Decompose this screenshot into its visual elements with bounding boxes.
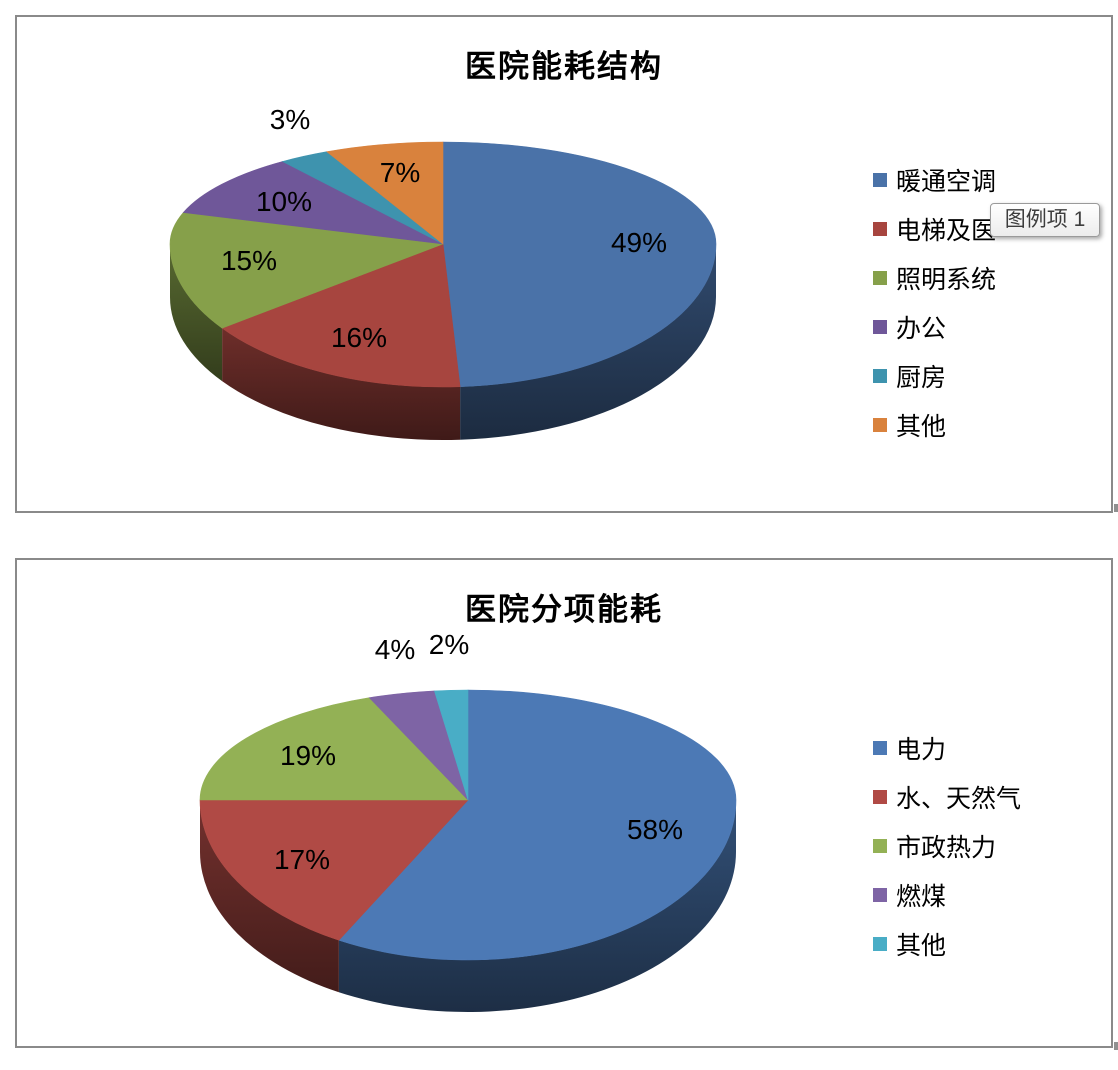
pie-data-label: 17%	[274, 844, 330, 875]
legend-item[interactable]: 燃煤	[873, 870, 1105, 919]
legend: 电力水、天然气市政热力燃煤其他	[873, 723, 1105, 968]
pie-chart-energy-structure: 49% 16% 15% 10% 3% 7%	[169, 104, 717, 440]
legend-label: 照明系统	[896, 266, 997, 294]
pie-data-label: 10%	[256, 186, 312, 217]
legend-label: 市政热力	[896, 834, 997, 862]
legend-swatch-icon	[873, 789, 887, 804]
legend-label: 暖通空调	[896, 168, 997, 196]
legend-item[interactable]: 其他	[873, 400, 1105, 449]
pie-data-label: 4%	[375, 634, 415, 665]
legend-item[interactable]: 厨房	[873, 351, 1105, 400]
pie-slice-side	[169, 244, 223, 382]
pie-data-label: 49%	[611, 227, 667, 258]
legend-tooltip: 图例项 1	[990, 203, 1100, 237]
pie-data-label: 7%	[380, 157, 420, 188]
legend-label: 电梯及医	[896, 217, 997, 245]
chart-title: 医院分项能耗	[465, 592, 663, 627]
legend-item[interactable]: 照明系统	[873, 253, 1105, 302]
pie-slice-side	[338, 800, 736, 1012]
pie-slice[interactable]	[434, 689, 469, 801]
legend-item[interactable]: 水、天然气	[873, 772, 1105, 821]
legend-swatch-icon	[873, 887, 887, 902]
legend-swatch-icon	[873, 936, 887, 951]
pie-slice[interactable]	[326, 141, 444, 245]
pie-data-label: 2%	[429, 629, 469, 660]
legend-label: 燃煤	[896, 883, 947, 911]
pie-slice[interactable]	[199, 799, 469, 941]
legend-swatch-icon	[873, 838, 887, 853]
pie-slice-side	[200, 800, 339, 993]
legend-item[interactable]: 电梯及医	[873, 204, 1105, 253]
legend-swatch-icon	[873, 319, 887, 334]
legend-label: 水、天然气	[896, 785, 1022, 813]
legend-label: 厨房	[896, 364, 947, 392]
chart-title: 医院能耗结构	[465, 49, 663, 84]
pie-data-label: 15%	[221, 245, 277, 276]
pie-slice-side	[460, 244, 716, 440]
edge-artifact	[1114, 504, 1118, 512]
chart-box-energy-structure: 医院能耗结构 49% 16% 15% 10% 3% 7% 暖通空调电梯及医照明系统办公厨房…	[15, 15, 1113, 513]
legend-item[interactable]: 市政热力	[873, 821, 1105, 870]
chart-box-energy-breakdown: 医院分项能耗 58% 17% 19% 4% 2% 电力水、天然气市政热力燃煤其他	[15, 558, 1113, 1048]
legend-label: 其他	[896, 932, 947, 960]
legend-label: 电力	[896, 736, 947, 764]
legend-swatch-icon	[873, 172, 887, 187]
pie-slice[interactable]	[338, 689, 737, 961]
pie-chart-energy-breakdown: 58% 17% 19% 4% 2%	[199, 629, 737, 1012]
legend-swatch-icon	[873, 221, 887, 236]
legend-item[interactable]: 其他	[873, 919, 1105, 968]
legend-item[interactable]: 电力	[873, 723, 1105, 772]
pie-data-label: 58%	[627, 814, 683, 845]
pie-slice[interactable]	[169, 212, 444, 329]
legend-label: 办公	[896, 315, 947, 343]
edge-artifact	[1114, 1042, 1118, 1050]
pie-slice[interactable]	[221, 243, 461, 388]
pie-slice[interactable]	[199, 697, 469, 801]
legend-swatch-icon	[873, 270, 887, 285]
legend-item[interactable]: 暖通空调	[873, 155, 1105, 204]
legend: 暖通空调电梯及医照明系统办公厨房其他	[873, 155, 1105, 449]
legend-item[interactable]: 办公	[873, 302, 1105, 351]
pie-slice-side	[222, 328, 461, 440]
legend-swatch-icon	[873, 368, 887, 383]
pie-data-label: 3%	[270, 104, 310, 135]
pie-data-label: 19%	[280, 740, 336, 771]
pie-data-label: 16%	[331, 322, 387, 353]
legend-label: 其他	[896, 413, 947, 441]
pie-slice[interactable]	[182, 161, 444, 245]
legend-swatch-icon	[873, 417, 887, 432]
legend-swatch-icon	[873, 740, 887, 755]
pie-slice[interactable]	[442, 141, 717, 388]
